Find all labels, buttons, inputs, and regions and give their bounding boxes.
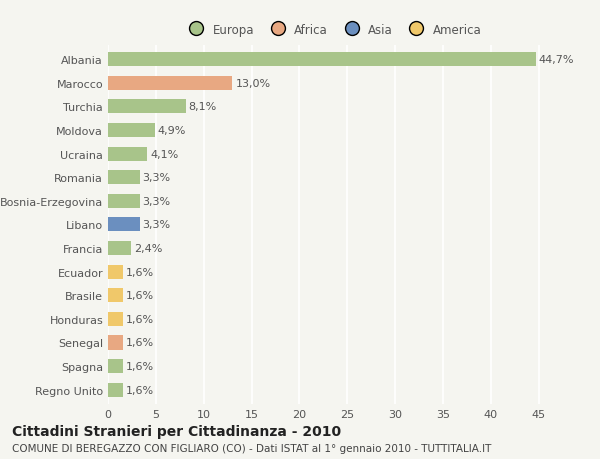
Text: COMUNE DI BEREGAZZO CON FIGLIARO (CO) - Dati ISTAT al 1° gennaio 2010 - TUTTITAL: COMUNE DI BEREGAZZO CON FIGLIARO (CO) - …	[12, 443, 491, 453]
Text: 1,6%: 1,6%	[126, 267, 154, 277]
Text: 4,1%: 4,1%	[150, 149, 178, 159]
Text: 13,0%: 13,0%	[235, 78, 271, 89]
Text: 44,7%: 44,7%	[539, 55, 574, 65]
Text: 8,1%: 8,1%	[188, 102, 217, 112]
Legend: Europa, Africa, Asia, America: Europa, Africa, Asia, America	[184, 23, 482, 36]
Bar	[108, 312, 124, 326]
Bar	[108, 241, 131, 256]
Bar	[108, 194, 140, 208]
Bar	[108, 123, 155, 138]
Text: 1,6%: 1,6%	[126, 314, 154, 324]
Bar	[108, 77, 232, 91]
Text: 2,4%: 2,4%	[134, 243, 162, 253]
Bar	[108, 336, 124, 350]
Bar	[108, 289, 124, 302]
Text: 1,6%: 1,6%	[126, 385, 154, 395]
Text: 1,6%: 1,6%	[126, 338, 154, 347]
Text: 3,3%: 3,3%	[142, 220, 170, 230]
Text: 3,3%: 3,3%	[142, 173, 170, 183]
Bar	[108, 171, 140, 185]
Text: Cittadini Stranieri per Cittadinanza - 2010: Cittadini Stranieri per Cittadinanza - 2…	[12, 425, 341, 438]
Text: 4,9%: 4,9%	[158, 126, 186, 136]
Text: 3,3%: 3,3%	[142, 196, 170, 207]
Text: 1,6%: 1,6%	[126, 291, 154, 301]
Bar	[108, 53, 536, 67]
Bar	[108, 147, 147, 161]
Bar	[108, 218, 140, 232]
Text: 1,6%: 1,6%	[126, 361, 154, 371]
Bar	[108, 383, 124, 397]
Bar	[108, 359, 124, 373]
Bar	[108, 265, 124, 279]
Bar	[108, 100, 185, 114]
